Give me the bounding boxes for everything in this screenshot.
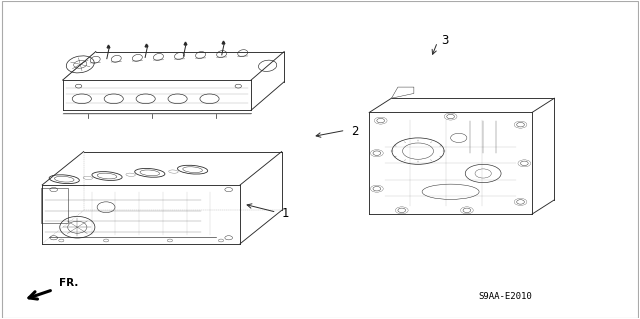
Text: S9AA-E2010: S9AA-E2010 [478,292,532,301]
Text: 1: 1 [282,207,289,220]
Text: 2: 2 [351,125,358,138]
Text: FR.: FR. [60,278,79,288]
Text: 3: 3 [442,34,449,47]
